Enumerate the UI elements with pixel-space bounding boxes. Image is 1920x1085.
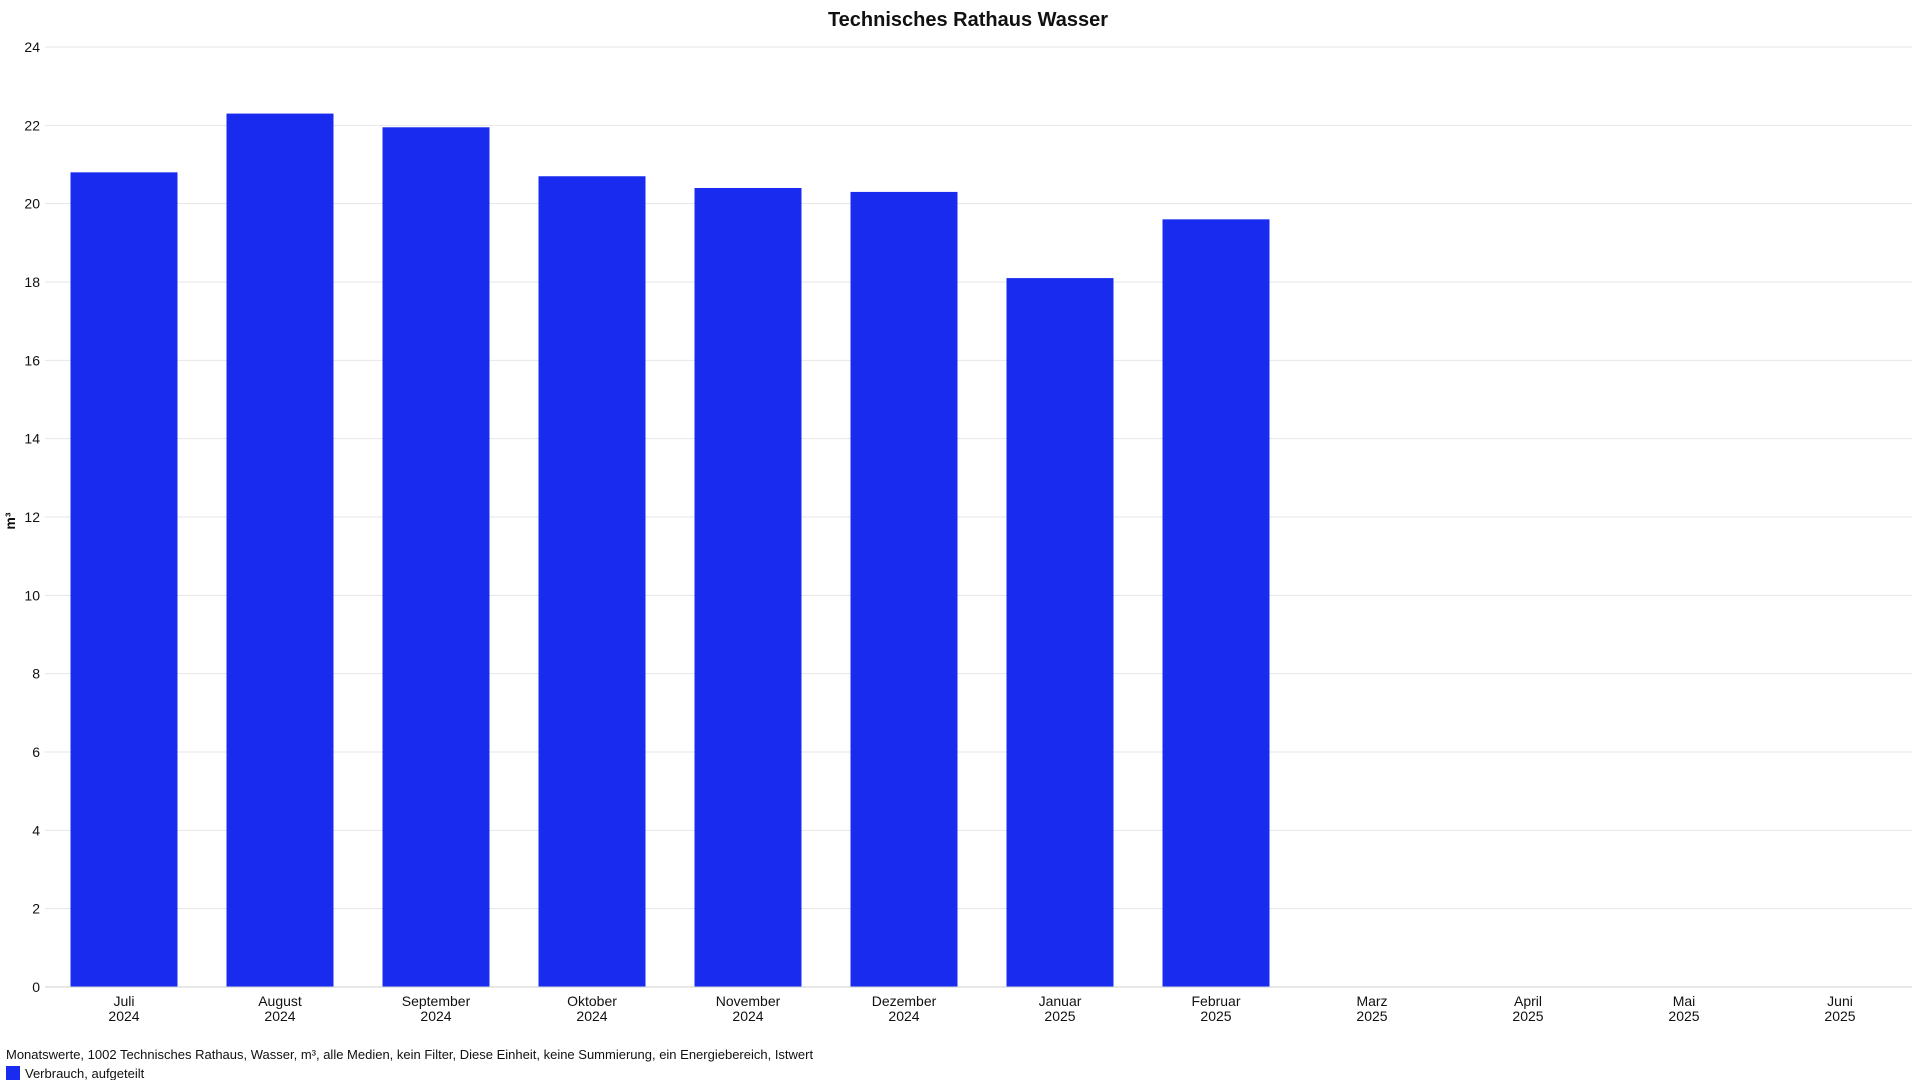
y-tick-label: 24 [24, 39, 40, 55]
y-tick-label: 4 [32, 822, 40, 838]
x-tick-year-label: 2024 [420, 1008, 451, 1024]
y-tick-label: 10 [24, 587, 40, 603]
x-tick-year-label: 2025 [1512, 1008, 1543, 1024]
bar-september-2024 [382, 127, 490, 987]
x-tick-month-label: November [716, 993, 781, 1009]
x-tick-year-label: 2025 [1824, 1008, 1855, 1024]
x-tick-year-label: 2024 [264, 1008, 295, 1024]
y-tick-label: 22 [24, 117, 40, 133]
x-tick-month-label: April [1514, 993, 1542, 1009]
bar-januar-2025 [1006, 278, 1114, 987]
y-tick-label: 20 [24, 196, 40, 212]
legend-label: Verbrauch, aufgeteilt [25, 1066, 145, 1080]
y-tick-label: 2 [32, 901, 40, 917]
y-tick-label: 12 [24, 509, 40, 525]
legend: Verbrauch, aufgeteilt [6, 1066, 145, 1081]
bar-august-2024 [226, 113, 334, 988]
x-tick-month-label: Juni [1827, 993, 1853, 1009]
bar-oktober-2024 [538, 176, 646, 987]
bar-februar-2025 [1162, 219, 1270, 988]
y-tick-label: 16 [24, 352, 40, 368]
x-tick-month-label: September [402, 993, 471, 1009]
x-tick-year-label: 2025 [1200, 1008, 1231, 1024]
x-tick-year-label: 2024 [732, 1008, 763, 1024]
x-axis-ticks: Juli2024August2024September2024Oktober20… [108, 993, 1855, 1024]
legend-swatch [6, 1066, 20, 1080]
x-tick-year-label: 2025 [1044, 1008, 1075, 1024]
y-tick-label: 18 [24, 274, 40, 290]
bar-juli-2024 [70, 172, 178, 988]
x-tick-year-label: 2025 [1668, 1008, 1699, 1024]
gridlines [45, 46, 1912, 910]
x-tick-month-label: Dezember [872, 993, 937, 1009]
y-tick-label: 8 [32, 666, 40, 682]
bar-november-2024 [694, 188, 802, 987]
bar-dezember-2024 [850, 191, 958, 987]
y-tick-label: 14 [24, 431, 40, 447]
x-tick-month-label: Januar [1039, 993, 1082, 1009]
x-tick-month-label: Oktober [567, 993, 617, 1009]
x-tick-month-label: August [258, 993, 302, 1009]
x-tick-year-label: 2024 [888, 1008, 919, 1024]
x-tick-month-label: Februar [1191, 993, 1240, 1009]
bars [70, 113, 1270, 988]
y-tick-label: 0 [32, 979, 40, 995]
y-axis-label: m³ [2, 512, 18, 529]
x-tick-year-label: 2024 [576, 1008, 607, 1024]
x-tick-month-label: Juli [113, 993, 134, 1009]
x-tick-month-label: Mai [1673, 993, 1696, 1009]
y-tick-label: 6 [32, 744, 40, 760]
chart-footer-note: Monatswerte, 1002 Technisches Rathaus, W… [6, 1047, 813, 1062]
x-tick-year-label: 2025 [1356, 1008, 1387, 1024]
x-tick-year-label: 2024 [108, 1008, 139, 1024]
x-tick-month-label: Marz [1356, 993, 1387, 1009]
chart-title: Technisches Rathaus Wasser [828, 9, 1108, 31]
